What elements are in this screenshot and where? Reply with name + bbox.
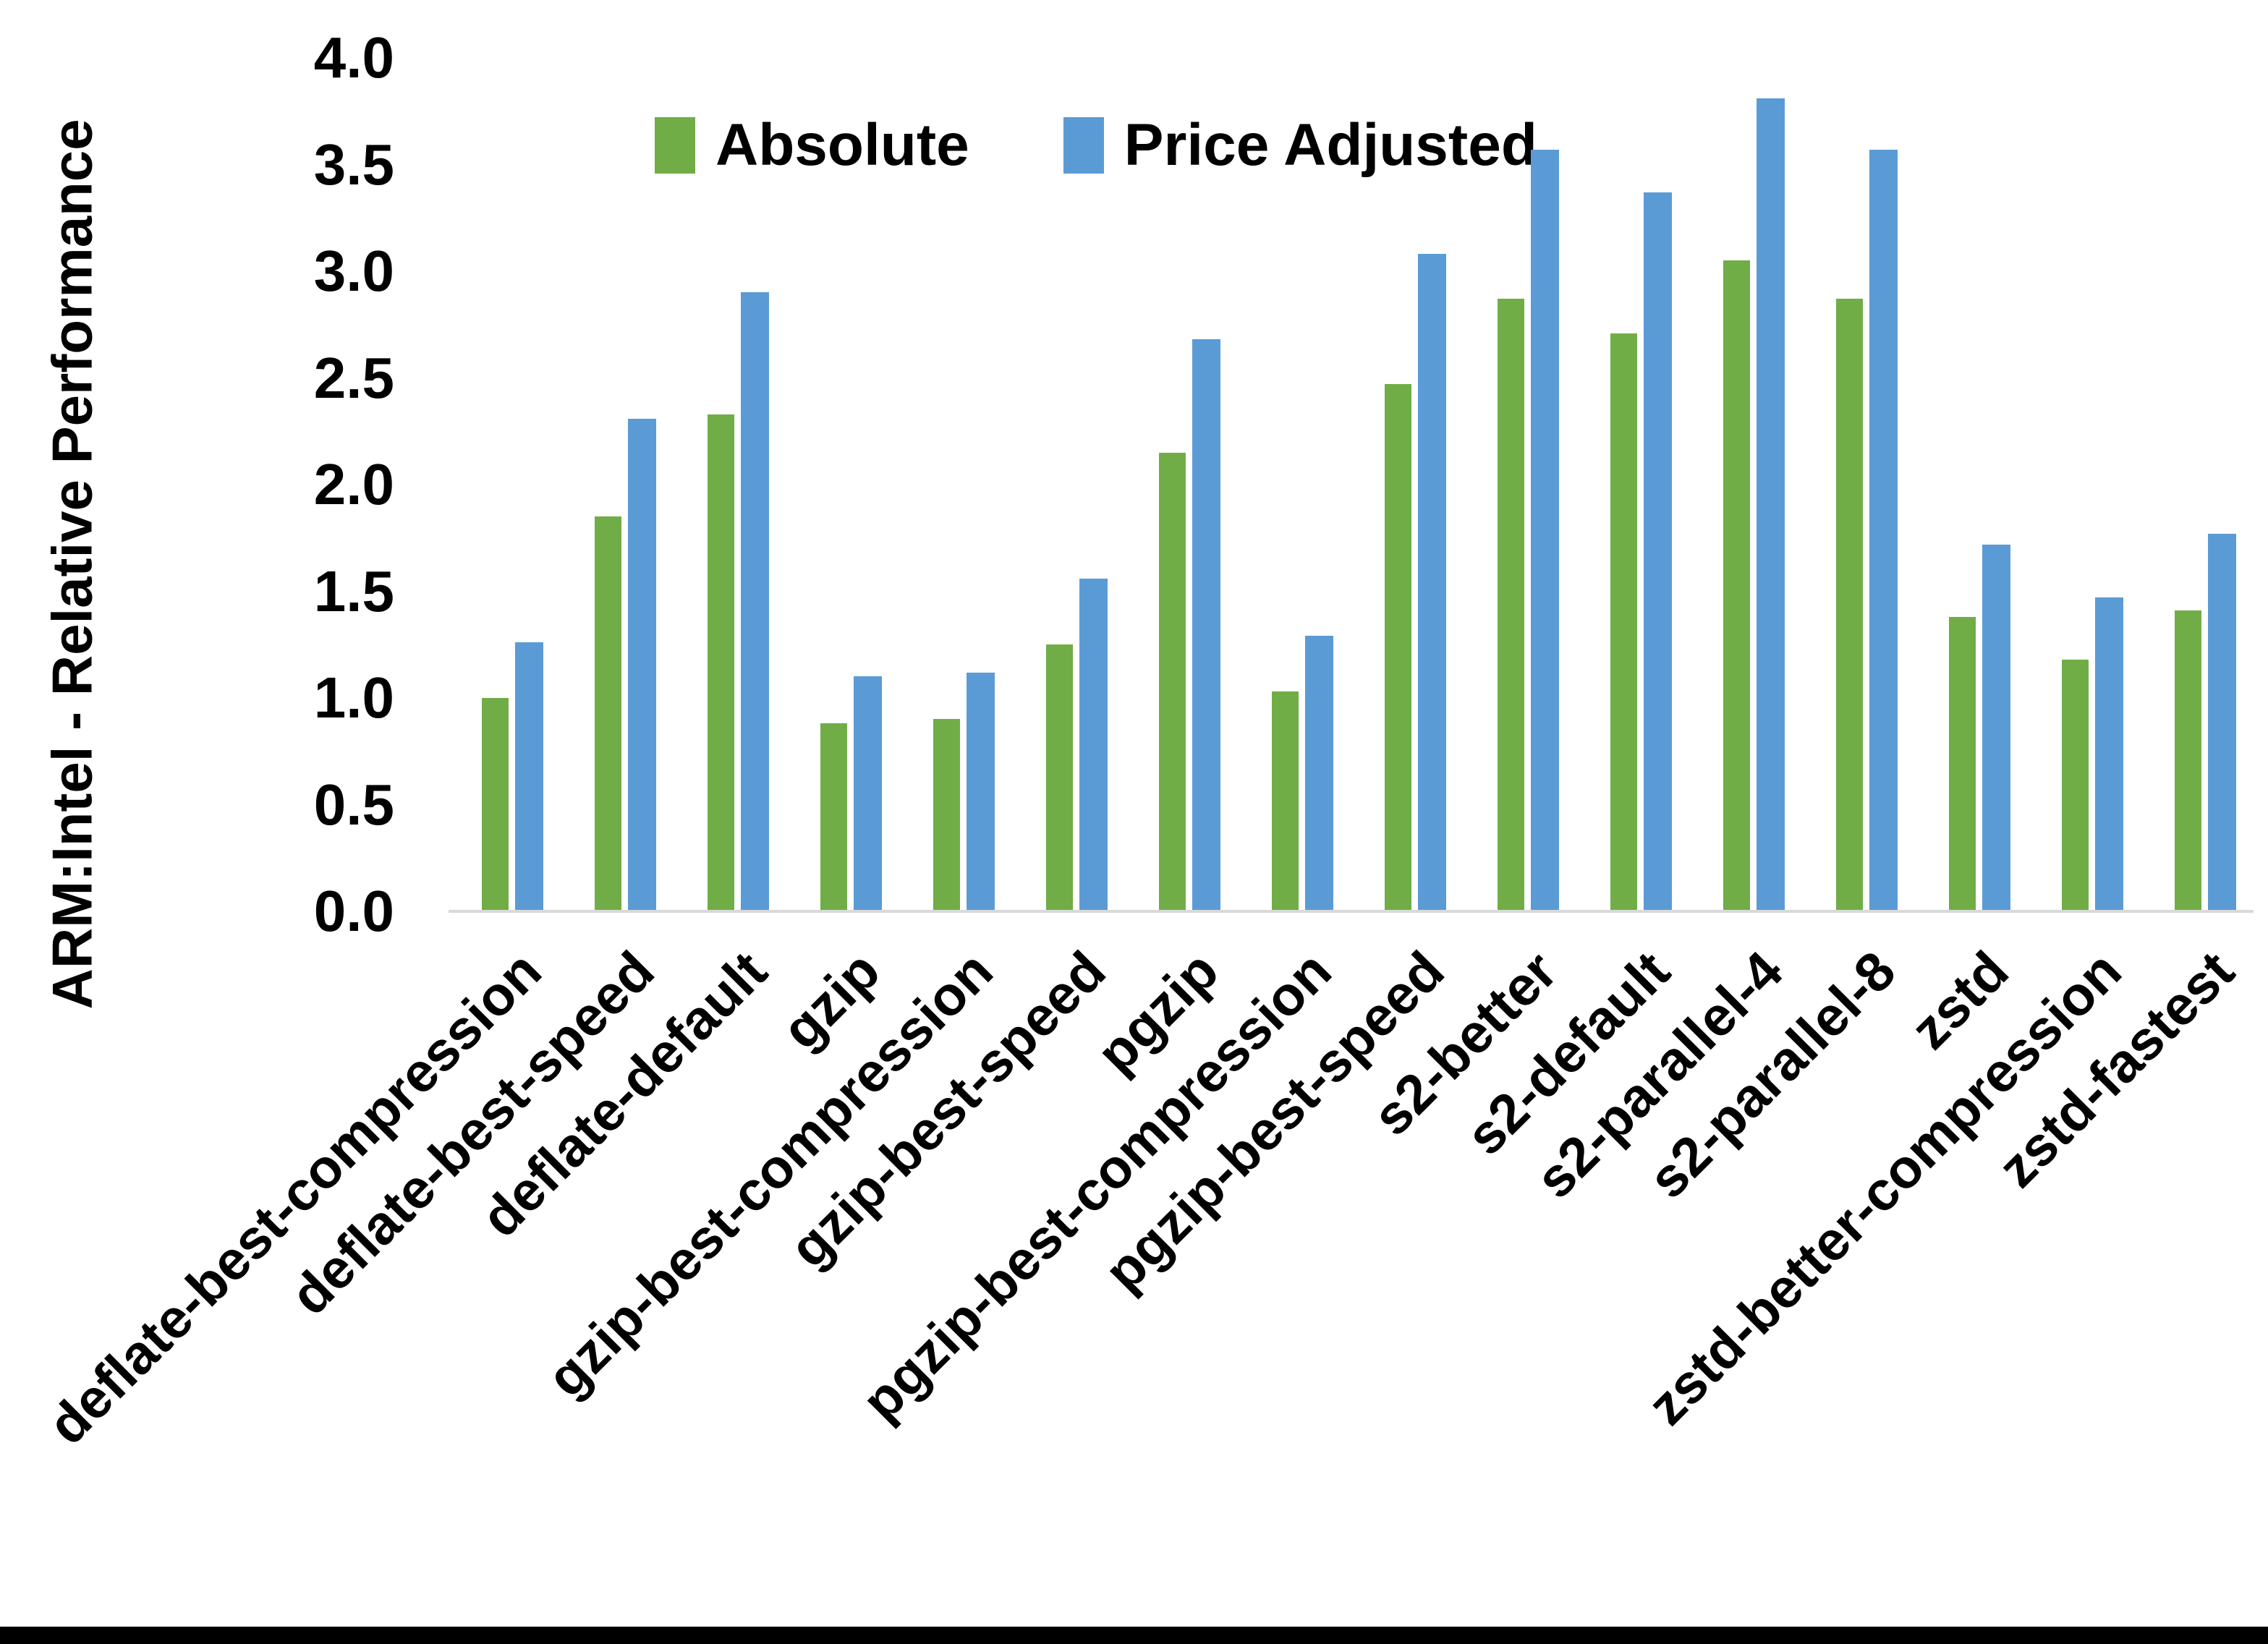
- y-tick-label: 1.5: [313, 558, 394, 623]
- bar-price-adjusted: [1192, 339, 1220, 911]
- legend-item-absolute: Absolute: [655, 116, 969, 175]
- category-label: deflate-best-compression: [36, 940, 553, 1457]
- bar-absolute: [1385, 384, 1411, 911]
- x-axis-line: [449, 910, 2254, 913]
- legend-item-price-adjusted: Price Adjusted: [1063, 116, 1537, 175]
- bar-absolute: [1159, 453, 1186, 911]
- bar-absolute: [1046, 644, 1073, 911]
- bar-absolute: [1610, 333, 1637, 911]
- bar-absolute: [1723, 260, 1750, 911]
- bar-absolute: [2062, 660, 2089, 911]
- bar-absolute: [482, 698, 509, 911]
- y-tick-label: 3.0: [313, 239, 394, 303]
- y-tick-label: 4.0: [313, 25, 394, 90]
- bar-absolute: [1836, 299, 1863, 911]
- bar-absolute: [1272, 691, 1299, 911]
- bar-absolute: [1949, 617, 1976, 911]
- bar-price-adjusted: [1757, 98, 1785, 911]
- legend-swatch-absolute: [655, 117, 695, 174]
- y-tick-label: 0.0: [313, 879, 394, 943]
- y-tick-label: 2.5: [313, 345, 394, 410]
- bar-absolute: [820, 723, 847, 911]
- bar-absolute: [1498, 299, 1524, 911]
- legend-swatch-price-adjusted: [1063, 117, 1104, 174]
- bar-price-adjusted: [967, 673, 995, 911]
- y-tick-label: 0.5: [313, 772, 394, 837]
- legend: Absolute Price Adjusted: [655, 116, 1537, 175]
- y-tick-label: 2.0: [313, 452, 394, 516]
- legend-label-absolute: Absolute: [715, 112, 969, 178]
- bar-price-adjusted: [1079, 579, 1108, 911]
- bar-price-adjusted: [854, 676, 882, 911]
- bar-price-adjusted: [741, 292, 769, 911]
- bar-absolute: [933, 719, 960, 911]
- bar-price-adjusted: [1305, 636, 1333, 911]
- y-tick-label: 1.0: [313, 665, 394, 730]
- bar-price-adjusted: [1418, 254, 1446, 911]
- bar-price-adjusted: [2095, 597, 2123, 911]
- bar-price-adjusted: [628, 419, 656, 911]
- bar-price-adjusted: [1531, 150, 1559, 911]
- bar-price-adjusted: [515, 642, 543, 911]
- legend-label-price-adjusted: Price Adjusted: [1124, 112, 1537, 178]
- bar-absolute: [2175, 610, 2201, 911]
- bar-price-adjusted: [1869, 150, 1898, 911]
- screenshot-bottom-border: [0, 1627, 2268, 1644]
- bar-absolute: [595, 516, 621, 911]
- bar-absolute: [708, 414, 734, 911]
- bar-price-adjusted: [1982, 545, 2010, 911]
- bar-price-adjusted: [1644, 192, 1672, 911]
- y-tick-label: 3.5: [313, 132, 394, 197]
- bar-price-adjusted: [2208, 534, 2236, 911]
